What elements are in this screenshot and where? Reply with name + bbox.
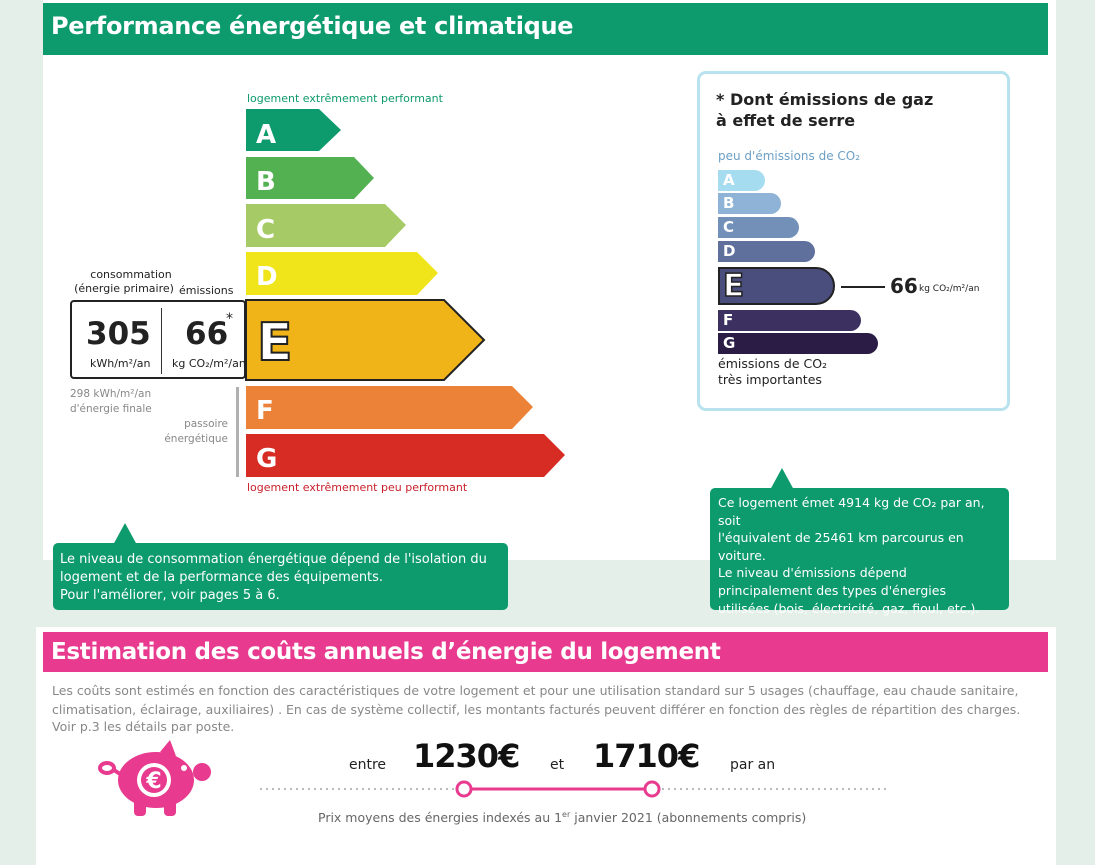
ges-bar-e: E	[718, 267, 835, 305]
conso-label: consommation (énergie primaire)	[74, 268, 181, 295]
prix-note-prefix: Prix moyens des énergies indexés au 1	[318, 810, 563, 826]
callout-right-line5: principalement des types d'énergies	[718, 582, 946, 598]
cost-min: 1230€	[413, 737, 520, 775]
callout-left-pointer	[113, 523, 137, 545]
ges-bar-a: A	[718, 170, 765, 191]
cost-max: 1710€	[593, 737, 700, 775]
callout-left: Le niveau de consommation énergétique dé…	[53, 543, 508, 610]
energy-bar-g-letter: G	[256, 444, 277, 474]
final-energy-line1: 298 kWh/m²/an	[70, 388, 152, 400]
callout-right-line4: Le niveau d'émissions dépend	[718, 565, 907, 581]
cost-header	[43, 632, 1048, 672]
cost-range-line	[260, 780, 890, 798]
dpe-top-label: logement extrêmement performant	[247, 92, 443, 105]
ges-bar-b: B	[718, 193, 781, 214]
energy-bar-c-letter: C	[256, 215, 275, 245]
energy-class-bars: A B C D E F G	[245, 109, 565, 477]
callout-left-line1: Le niveau de consommation énergétique dé…	[60, 552, 487, 567]
final-energy-note: 298 kWh/m²/an d'énergie finale	[70, 387, 152, 417]
ges-bar-c: C	[718, 217, 799, 238]
dpe-header	[43, 3, 1048, 55]
dpe-title: Performance énergétique et climatique	[51, 12, 574, 40]
emissions-asterisk: *	[226, 311, 233, 327]
energy-bar-b-letter: B	[256, 167, 276, 197]
ges-bar-c-letter: C	[723, 218, 735, 236]
euro-symbol: €	[145, 769, 161, 794]
conso-box	[70, 300, 246, 379]
conso-label-line1: consommation	[90, 268, 172, 281]
prix-note-suffix: janvier 2021 (abonnements compris)	[570, 810, 807, 826]
callout-right: Ce logement émet 4914 kg de CO₂ par an, …	[710, 488, 1009, 616]
ges-title-line2: à effet de serre	[716, 111, 856, 130]
energy-bar-e	[245, 299, 486, 381]
energy-bar-d	[246, 252, 438, 295]
conso-unit: kWh/m²/an	[90, 357, 151, 370]
energy-bar-b	[246, 157, 374, 199]
cost-title: Estimation des coûts annuels d’énergie d…	[51, 639, 721, 665]
conso-label-line2: (énergie primaire)	[74, 282, 174, 295]
piggy-bank-icon: €	[98, 740, 211, 816]
cost-desc-line2: climatisation, éclairage, auxiliaires) .…	[52, 702, 1021, 717]
ges-bottom-line2: très importantes	[718, 372, 822, 387]
emissions-value: 66	[185, 316, 229, 352]
ges-bar-d-letter: D	[723, 242, 736, 260]
passoire-line2: énergétique	[164, 433, 228, 445]
ges-bar-g-letter: G	[723, 334, 736, 352]
ges-bar-f-letter: F	[723, 311, 734, 329]
energy-bar-a	[246, 109, 341, 151]
ges-bar-d: D	[718, 241, 815, 262]
ges-bottom-line1: émissions de CO₂	[718, 356, 828, 371]
energy-bar-f-letter: F	[256, 396, 274, 426]
ges-bar-a-letter: A	[723, 171, 735, 189]
callout-left-line3: Pour l'améliorer, voir pages 5 à 6.	[60, 588, 280, 603]
callout-left-line2: logement et de la performance des équipe…	[60, 570, 384, 585]
cost-et: et	[550, 757, 565, 773]
ges-bar-b-letter: B	[723, 194, 735, 212]
conso-value: 305	[86, 316, 151, 352]
cost-description: Les coûts sont estimés en fonction des c…	[52, 681, 1042, 737]
cost-range-max-marker	[643, 780, 661, 798]
ges-value: 66	[890, 274, 918, 298]
ges-pointer-line	[841, 286, 885, 288]
ges-top-label: peu d'émissions de CO₂	[718, 149, 861, 163]
ges-bar-e-letter: E	[722, 267, 745, 305]
energy-bar-a-letter: A	[256, 120, 276, 150]
callout-right-pointer	[770, 468, 794, 490]
emissions-label: émissions	[179, 284, 234, 297]
dpe-bottom-label: logement extrêmement peu performant	[247, 481, 468, 494]
cost-par-an: par an	[730, 757, 776, 773]
cost-desc-line1: Les coûts sont estimés en fonction des c…	[52, 683, 1019, 698]
prix-note: Prix moyens des énergies indexés au 1er …	[318, 810, 806, 825]
energy-bar-c	[246, 204, 406, 247]
prix-note-sup: er	[562, 810, 571, 819]
energy-bar-g	[246, 434, 565, 477]
conso-divider	[161, 308, 162, 374]
final-energy-line2: d'énergie finale	[70, 403, 152, 415]
cost-entre: entre	[349, 757, 387, 773]
ges-unit: kg CO₂/m²/an	[919, 284, 980, 294]
cost-desc-line3: Voir p.3 les détails par poste.	[52, 719, 235, 734]
callout-right-line2: l'équivalent de 25461 km parcourus en	[718, 530, 964, 546]
ges-bar-g: G	[718, 333, 878, 354]
passoire-line1: passoire	[184, 418, 228, 430]
energy-bar-f	[246, 386, 533, 429]
callout-right-line3: voiture.	[718, 547, 766, 563]
passoire-bracket	[236, 387, 239, 477]
callout-right-line1: Ce logement émet 4914 kg de CO₂ par an, …	[718, 495, 985, 528]
callout-right-line6: utilisées (bois, électricité, gaz, fioul…	[718, 600, 980, 616]
ges-title-line1: * Dont émissions de gaz	[716, 90, 934, 109]
emissions-unit: kg CO₂/m²/an	[172, 357, 246, 370]
ges-bottom-label: émissions de CO₂ très importantes	[718, 356, 827, 388]
energy-bar-d-letter: D	[256, 262, 278, 292]
ges-title: * Dont émissions de gaz à effet de serre	[716, 89, 933, 131]
ges-bar-f: F	[718, 310, 861, 331]
energy-bar-e-letter: E	[257, 313, 293, 373]
cost-range-min-marker	[455, 780, 473, 798]
passoire-label: passoire énergétique	[160, 417, 228, 447]
